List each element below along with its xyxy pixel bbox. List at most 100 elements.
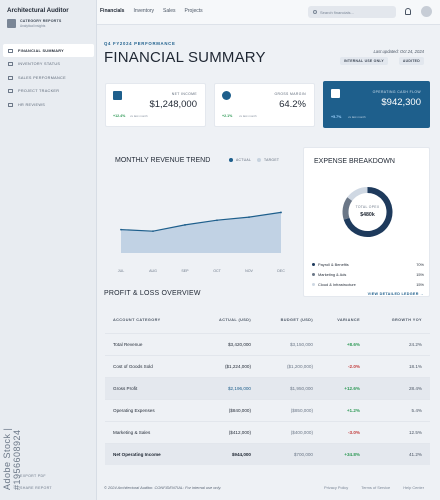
trend-icon bbox=[8, 75, 13, 80]
cell-budget: ($850,000) bbox=[290, 408, 313, 413]
tab-projects[interactable]: Projects bbox=[184, 8, 203, 14]
table-row-total[interactable]: Net Operating Income $944,000 $700,000 +… bbox=[105, 443, 430, 465]
view-ledger-link[interactable]: VIEW DETAILED LEDGER → bbox=[368, 292, 424, 296]
cell-variance: -3.0% bbox=[347, 430, 360, 435]
period-eyebrow: Q4 FY2024 PERFORMANCE bbox=[104, 41, 176, 46]
sidebar-item-sales-performance[interactable]: SALES PERFORMANCE bbox=[3, 71, 94, 84]
x-tick-label: JUL bbox=[118, 269, 124, 273]
x-tick-label: SEP bbox=[181, 269, 189, 273]
expense-donut: TOTAL OPEX $480k bbox=[342, 187, 393, 237]
cell-actual: ($1,224,000) bbox=[224, 364, 251, 369]
category-subtitle: Analytical insights bbox=[20, 24, 46, 28]
box-icon bbox=[8, 62, 13, 66]
cell-actual: ($840,000) bbox=[228, 408, 251, 413]
list-item: Marketing & Ads 15% bbox=[312, 269, 424, 279]
kpi-delta: +12.4% bbox=[113, 114, 126, 118]
sidebar-item-label: SALES PERFORMANCE bbox=[18, 75, 66, 80]
revenue-point-jul[interactable] bbox=[120, 228, 122, 231]
bell-icon[interactable] bbox=[405, 8, 411, 15]
cell-category: Cost of Goods Sold bbox=[113, 364, 153, 369]
expense-title: EXPENSE BREAKDOWN bbox=[314, 158, 395, 165]
last-updated: Last updated: Oct 24, 2024 bbox=[373, 49, 424, 54]
revenue-point-oct[interactable] bbox=[216, 219, 218, 222]
table-header: ACCOUNT CATEGORY ACTUAL (USD) BUDGET (US… bbox=[105, 307, 430, 333]
cell-budget: ($400,000) bbox=[290, 430, 313, 435]
x-tick-label: AUG bbox=[149, 269, 157, 273]
legend-dot bbox=[312, 262, 315, 266]
cell-category: Operating Expenses bbox=[113, 408, 155, 413]
x-tick-label: OCT bbox=[213, 269, 221, 273]
pie-icon bbox=[222, 91, 231, 100]
top-bar: Financials Inventory Sales Projects Sear… bbox=[97, 0, 440, 25]
cell-category: Gross Profit bbox=[113, 386, 138, 391]
cell-growth: 28.4% bbox=[408, 386, 422, 391]
expense-label: Payroll & Benefits bbox=[318, 261, 349, 267]
list-item: Cloud & Infrastructure 15% bbox=[312, 279, 424, 289]
help-link[interactable]: Help Center bbox=[403, 485, 424, 490]
table-row[interactable]: Gross Profit $2,196,000 $1,950,000 +12.6… bbox=[105, 377, 430, 399]
legend-target: TARGET bbox=[257, 158, 279, 162]
pl-table: ACCOUNT CATEGORY ACTUAL (USD) BUDGET (US… bbox=[105, 307, 430, 465]
revenue-point-nov[interactable] bbox=[248, 216, 250, 219]
top-tabs: Financials Inventory Sales Projects bbox=[100, 8, 212, 14]
cell-budget: $1,950,000 bbox=[290, 386, 313, 391]
expense-label: Marketing & Ads bbox=[318, 271, 347, 277]
table-row[interactable]: Total Revenue $3,420,000 $3,150,000 +8.6… bbox=[105, 333, 430, 355]
x-tick-label: DEC bbox=[277, 269, 285, 273]
arrow-right-icon: → bbox=[420, 292, 424, 296]
table-row[interactable]: Operating Expenses ($840,000) ($850,000)… bbox=[105, 399, 430, 421]
privacy-link[interactable]: Privacy Policy bbox=[324, 485, 349, 490]
revenue-trend-panel: MONTHLY REVENUE TREND ACTUAL TARGET JUL A… bbox=[105, 147, 291, 297]
col-header: ACTUAL (USD) bbox=[219, 318, 251, 322]
sidebar-item-label: PROJECT TRACKER bbox=[18, 89, 60, 93]
kpi-net-income: NET INCOME $1,248,000 +12.4% vs last mon… bbox=[105, 83, 206, 127]
tab-inventory[interactable]: Inventory bbox=[133, 8, 155, 14]
cell-variance: +34.8% bbox=[344, 452, 360, 457]
category-header[interactable]: CATEGORY REPORTS Analytical insights bbox=[7, 19, 61, 28]
sidebar-item-financial-summary[interactable]: FINANCIAL SUMMARY bbox=[3, 44, 94, 57]
tab-sales[interactable]: Sales bbox=[163, 8, 176, 14]
expense-pct: 70% bbox=[416, 261, 424, 267]
col-header: VARIANCE bbox=[337, 318, 360, 322]
legend-label: ACTUAL bbox=[236, 158, 252, 162]
sidebar-item-label: FINANCIAL SUMMARY bbox=[18, 48, 65, 53]
legend-dot bbox=[312, 282, 315, 286]
pl-title: PROFIT & LOSS OVERVIEW bbox=[104, 290, 201, 297]
revenue-point-sep[interactable] bbox=[184, 224, 186, 226]
revenue-point-aug[interactable] bbox=[152, 230, 154, 233]
sidebar-item-hr-reviews[interactable]: HR REVIEWS bbox=[3, 98, 94, 111]
search-input[interactable]: Search financials... bbox=[308, 6, 396, 18]
revenue-area bbox=[121, 212, 281, 253]
tab-financials[interactable]: Financials bbox=[100, 8, 125, 14]
kpi-comparison: vs last month bbox=[130, 114, 148, 118]
cash-icon bbox=[331, 89, 340, 98]
expense-pct: 15% bbox=[416, 271, 424, 277]
donut-center-label: TOTAL OPEX bbox=[356, 205, 380, 209]
kpi-label: OPERATING CASH FLOW bbox=[372, 90, 421, 94]
table-row[interactable]: Marketing & Sales ($412,000) ($400,000) … bbox=[105, 421, 430, 443]
legend-dot bbox=[257, 158, 261, 162]
terms-link[interactable]: Terms of Service bbox=[361, 485, 391, 490]
cell-actual: ($412,000) bbox=[228, 430, 251, 435]
col-header: BUDGET (USD) bbox=[280, 318, 313, 322]
view-ledger-label: VIEW DETAILED LEDGER bbox=[367, 292, 419, 296]
cell-budget: $3,150,000 bbox=[290, 342, 313, 347]
kpi-delta: +2.1% bbox=[222, 114, 233, 118]
share-report-button[interactable]: SHARE REPORT bbox=[20, 486, 52, 490]
export-pdf-button[interactable]: EXPORT PDF bbox=[20, 474, 46, 478]
sidebar-item-inventory-status[interactable]: INVENTORY STATUS bbox=[3, 58, 94, 71]
table-row[interactable]: Cost of Goods Sold ($1,224,000) ($1,200,… bbox=[105, 355, 430, 377]
donut-slice-0[interactable] bbox=[343, 187, 393, 237]
donut-slice-1[interactable] bbox=[342, 197, 353, 220]
cell-variance: -2.0% bbox=[347, 364, 360, 369]
kpi-value: $942,300 bbox=[381, 97, 421, 108]
avatar[interactable] bbox=[421, 6, 432, 17]
expense-list: Payroll & Benefits 70% Marketing & Ads 15%… bbox=[312, 259, 424, 289]
donut-slice-2[interactable] bbox=[347, 187, 368, 202]
revenue-point-dec[interactable] bbox=[280, 211, 282, 214]
category-title: CATEGORY REPORTS bbox=[20, 19, 62, 23]
cell-growth: 12.5% bbox=[408, 430, 422, 435]
sidebar-item-project-tracker[interactable]: PROJECT TRACKER bbox=[3, 85, 94, 98]
kpi-label: NET INCOME bbox=[171, 92, 197, 96]
page-title: FINANCIAL SUMMARY bbox=[104, 49, 266, 66]
